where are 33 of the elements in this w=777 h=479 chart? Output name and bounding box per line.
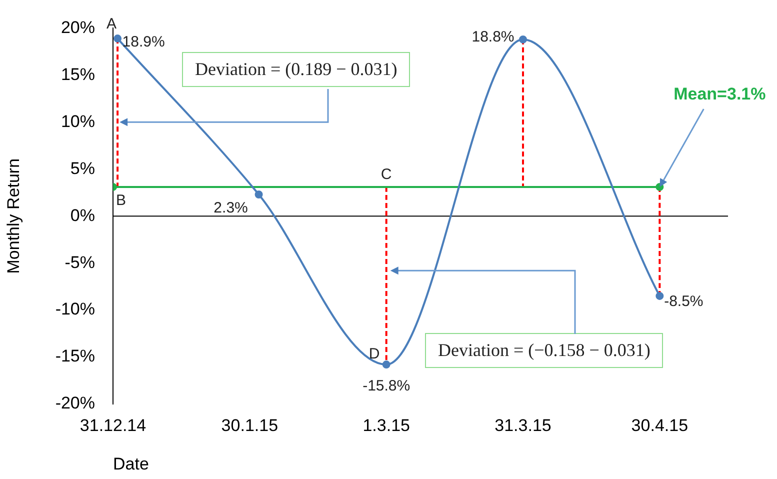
data-label: -8.5% [664,293,704,310]
x-tick-label: 30.4.15 [631,416,688,435]
y-tick-label: 15% [60,64,95,84]
annotation: D [368,346,380,363]
x-tick-label: 1.3.15 [362,416,410,435]
y-tick-label: -10% [55,300,95,319]
point [519,35,527,44]
y-axis-title: Monthly Return [4,158,23,274]
point [382,360,390,369]
y-tick-label: -5% [64,252,95,272]
data-label: 2.3% [214,200,248,217]
annotation: B [116,192,126,210]
annotation: C [380,166,392,184]
annotation: Deviation = (0.189 − 0.031) [182,52,410,87]
annotation: Deviation = (−0.158 − 0.031) [425,333,664,368]
point [656,292,664,300]
data-label: 18.8% [472,28,514,46]
x-axis-title: Date [113,454,149,474]
y-tick-label: -20% [55,394,95,413]
annotation: Mean=3.1% [674,84,766,104]
y-tick-label: 20% [60,18,95,37]
data-label: 18.9% [122,34,165,51]
y-tick-label: -15% [55,346,95,366]
y-tick-label: 5% [70,158,95,178]
x-tick-label: 30.1.15 [221,416,278,435]
point [114,34,122,43]
y-tick-label: 0% [70,206,95,225]
point [254,190,263,198]
annotation: A [106,16,117,33]
y-tick-label: 10% [60,112,95,131]
x-tick-label: 31.12.14 [80,416,146,435]
data-label: -15.8% [362,378,410,395]
x-tick-label: 31.3.15 [494,416,552,435]
